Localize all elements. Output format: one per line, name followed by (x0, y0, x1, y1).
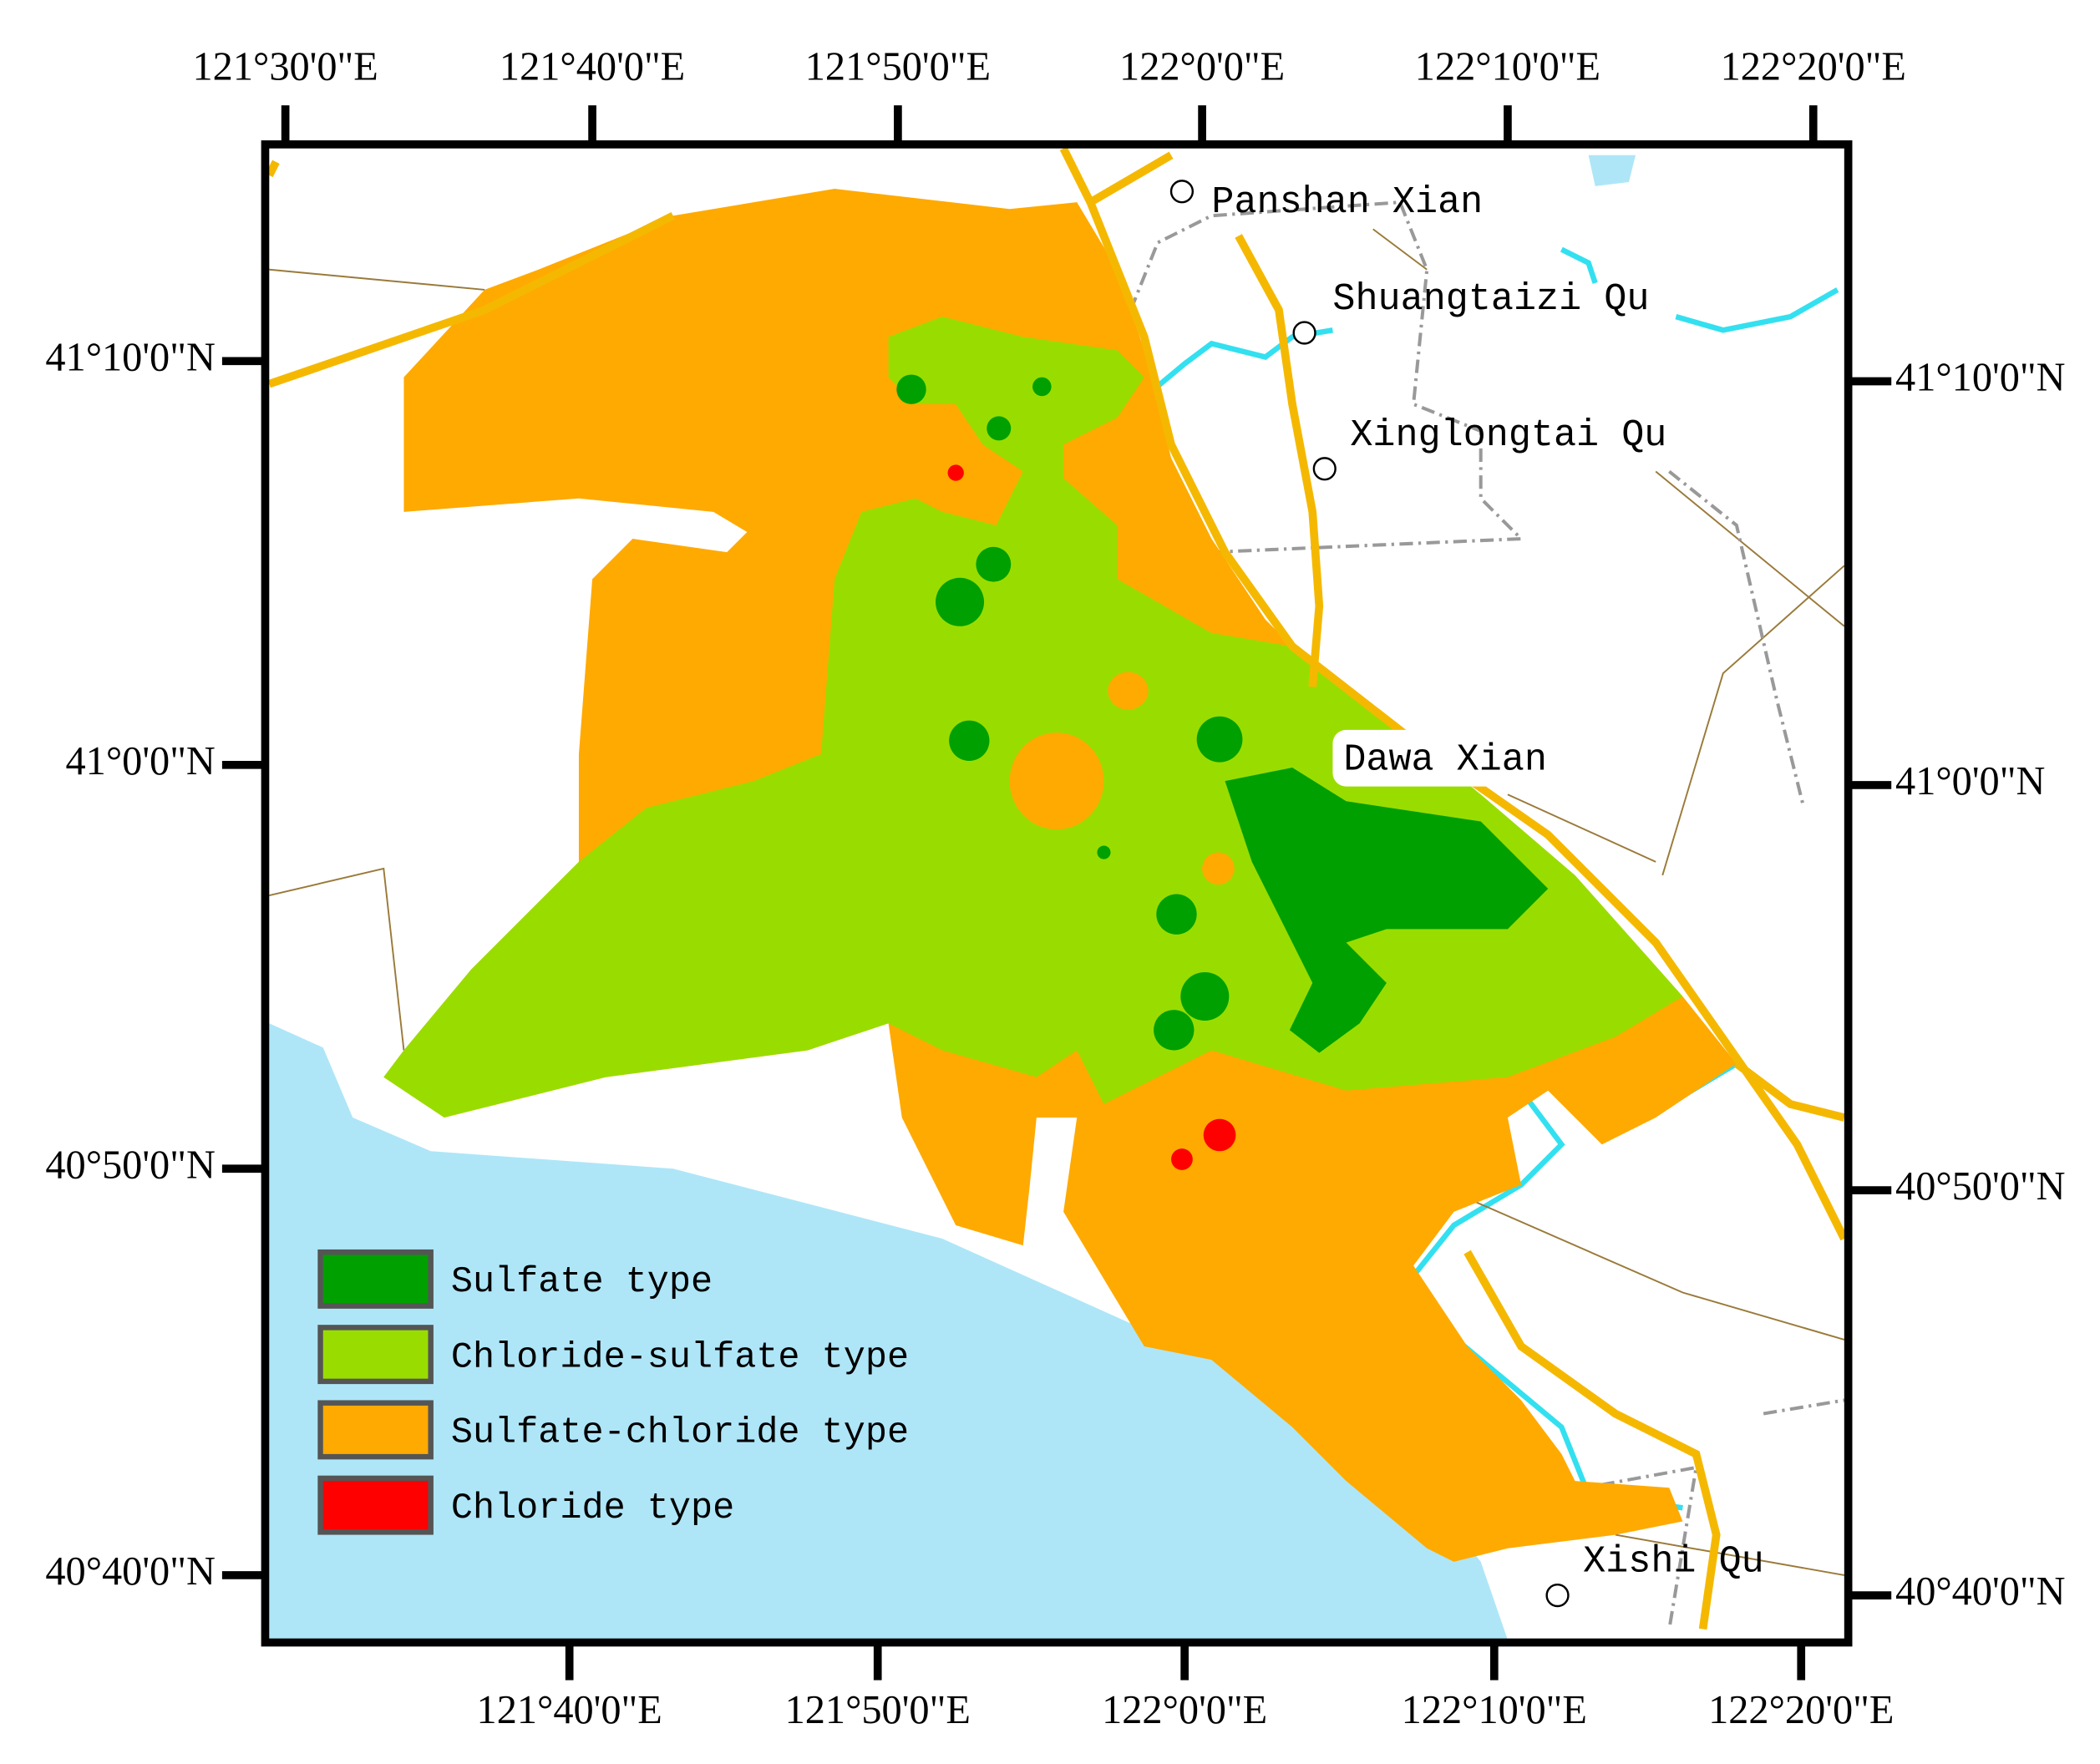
place-marker (1169, 180, 1195, 204)
top-axis-label: 121°40'0"E (500, 44, 685, 89)
sulfate-patch (949, 720, 990, 761)
top-axis-label: 121°30'0"E (193, 44, 378, 89)
place-label: Xishi Qu (1583, 1540, 1764, 1584)
sulfate-patch (1154, 1010, 1195, 1051)
legend-swatch (317, 1249, 434, 1309)
left-axis-label: 40°40'0"N (45, 1549, 215, 1594)
label-background (1332, 729, 1555, 787)
bottom-axis-label: 122°0'0"E (1102, 1688, 1267, 1732)
legend-label: Sulfate-chloride type (451, 1413, 909, 1454)
sulfate-patch (936, 577, 985, 626)
boundary-line (269, 228, 1845, 1576)
left-axis-label: 41°10'0"N (45, 335, 215, 379)
place-label: Dawa Xian (1343, 738, 1547, 781)
top-axis-label: 121°50'0"E (805, 44, 991, 89)
bottom-axis-label: 122°20'0"E (1708, 1688, 1894, 1732)
legend-swatch (317, 1400, 434, 1460)
chloride-patch (947, 464, 964, 481)
top-axis-label: 122°10'0"E (1415, 44, 1600, 89)
right-axis-label: 40°40'0"N (1895, 1569, 2065, 1614)
map-frame (261, 140, 1853, 1647)
top-axis-label: 122°20'0"E (1721, 44, 1906, 89)
sulfate-chloride-patch (1009, 732, 1104, 830)
left-axis-label: 41°0'0"N (66, 739, 216, 783)
lake (1588, 155, 1636, 186)
sulfate-patch (1156, 894, 1197, 935)
sulfate-patch (1097, 845, 1111, 859)
road (265, 146, 1849, 1630)
sulfate-chloride-patch (1202, 852, 1235, 885)
sulfate-patch (896, 374, 926, 404)
legend-label: Chloride-sulfate type (451, 1337, 909, 1378)
place-marker (1312, 457, 1337, 481)
top-axis-label: 122°0'0"E (1119, 44, 1285, 89)
sulfate-patch (987, 416, 1012, 441)
sulfate-chloride-patch (1108, 672, 1149, 710)
legend: Sulfate type Chloride-sulfate type Sulfate… (317, 1249, 909, 1535)
chloride-patch (1171, 1148, 1193, 1170)
bottom-axis-label: 121°50'0"E (785, 1688, 971, 1732)
legend-swatch (317, 1325, 434, 1385)
admin-boundary (1129, 200, 1845, 1630)
legend-swatch (317, 1475, 434, 1535)
place-marker (1545, 1584, 1570, 1608)
sulfate-zone (1225, 768, 1549, 1053)
place-label: Xinglongtai Qu (1350, 413, 1666, 457)
sulfate-patch (976, 546, 1012, 582)
bottom-axis-label: 122°10'0"E (1402, 1688, 1587, 1732)
left-axis-label: 40°50'0"N (45, 1143, 215, 1187)
bottom-axis-label: 121°40'0"E (477, 1688, 662, 1732)
chloride-patch (1203, 1118, 1236, 1152)
sulfate-patch (1180, 971, 1230, 1021)
sea (269, 1023, 1508, 1640)
legend-label: Sulfate type (451, 1262, 713, 1303)
right-axis-label: 40°50'0"N (1895, 1164, 2065, 1209)
right-axis-label: 41°0'0"N (1895, 759, 2045, 803)
legend-label: Chloride type (451, 1488, 734, 1529)
sulfate-patch (1196, 716, 1243, 763)
right-axis-label: 41°10'0"N (1895, 356, 2065, 400)
place-label: Shuangtaizi Qu (1332, 277, 1649, 321)
axes: 121°30'0"E 121°40'0"E 121°50'0"E 122°0'0"E 1… (45, 44, 2065, 1732)
sulfate-patch (1032, 377, 1052, 397)
map-body: Panshan Xian Shuangtaizi Qu Xinglongtai … (265, 146, 1849, 1640)
place-marker (1292, 321, 1316, 345)
place-label: Panshan Xian (1211, 180, 1483, 224)
